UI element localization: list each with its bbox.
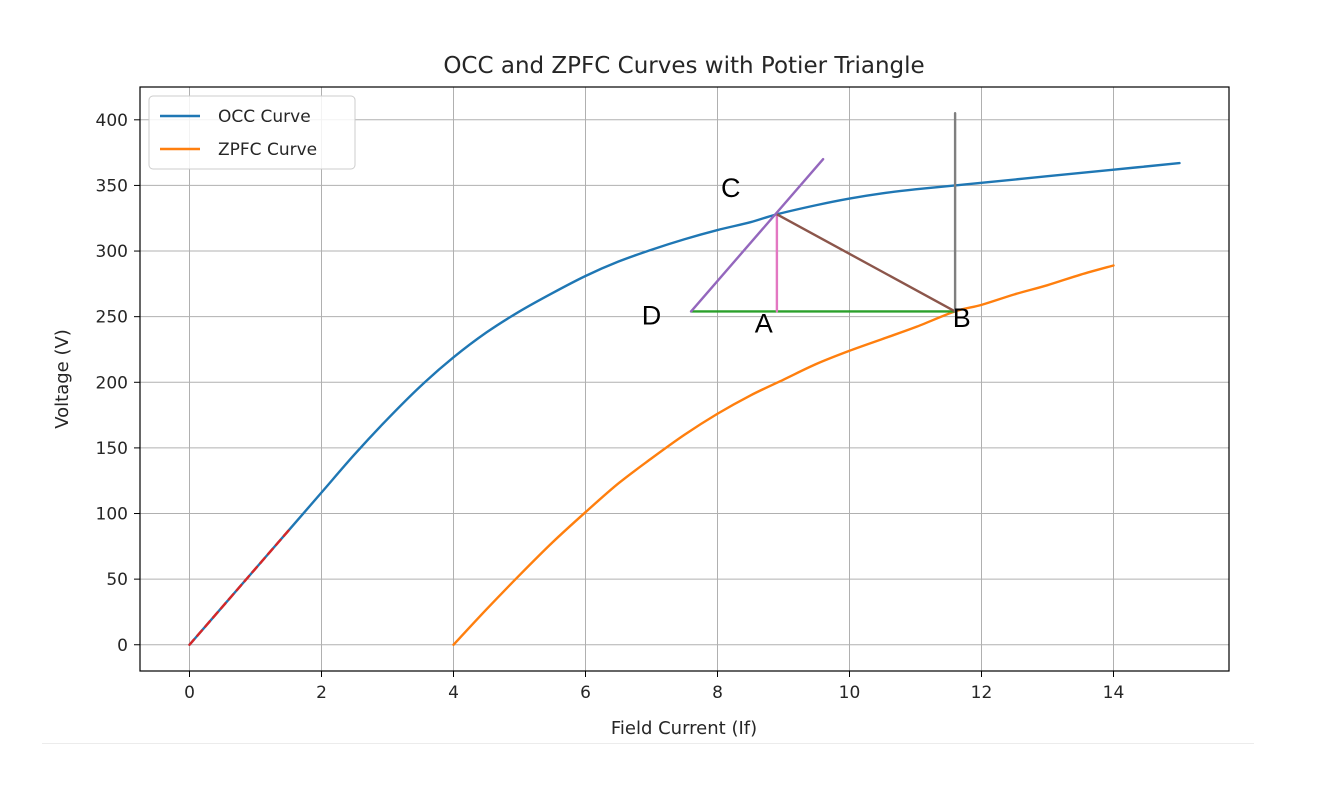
x-axis-title: Field Current (If) — [611, 718, 757, 739]
x-tick-label: 2 — [316, 683, 327, 703]
y-tick-label: 100 — [96, 505, 128, 525]
y-tick-label: 400 — [96, 111, 128, 131]
bottom-rule — [42, 743, 1254, 744]
initial-slope-dashed-line — [188, 529, 290, 646]
axis-ticks: 0 2 4 6 8 10 12 14 0 50 100 150 200 250 300 350 400 — [96, 111, 1125, 703]
potier-triangle-layer — [188, 112, 957, 646]
y-tick-label: 300 — [96, 242, 128, 262]
cb-line — [775, 213, 957, 313]
x-tick-label: 4 — [448, 683, 459, 703]
x-tick-label: 6 — [580, 683, 591, 703]
y-tick-label: 0 — [117, 636, 128, 656]
x-tick-label: 10 — [839, 683, 861, 703]
point-label-c: C — [721, 173, 741, 203]
point-label-d: D — [642, 301, 662, 331]
zpfc-curve-line — [452, 264, 1115, 646]
y-tick-label: 150 — [96, 439, 128, 459]
dc-line — [689, 157, 825, 313]
y-tick-label: 200 — [96, 373, 128, 393]
legend: OCC Curve ZPFC Curve — [148, 95, 356, 170]
y-tick-label: 250 — [96, 308, 128, 328]
x-tick-label: 14 — [1103, 683, 1125, 703]
point-label-a: A — [755, 308, 773, 338]
x-tick-label: 12 — [971, 683, 993, 703]
y-axis-title: Voltage (V) — [52, 329, 73, 429]
point-label-b: B — [953, 303, 971, 333]
x-tick-label: 8 — [712, 683, 723, 703]
point-labels: C D A B — [642, 173, 971, 338]
legend-box — [148, 95, 356, 170]
y-tick-label: 350 — [96, 176, 128, 196]
legend-label-zpfc-curve: ZPFC Curve — [218, 140, 317, 160]
y-tick-label: 50 — [106, 570, 128, 590]
legend-label-occ-curve: OCC Curve — [218, 107, 311, 127]
chart-title: OCC and ZPFC Curves with Potier Triangle — [443, 53, 924, 79]
plot-area-frame — [139, 86, 1230, 672]
x-tick-label: 0 — [184, 683, 195, 703]
occ-curve-line — [188, 161, 1181, 646]
series-layer — [188, 161, 1181, 646]
